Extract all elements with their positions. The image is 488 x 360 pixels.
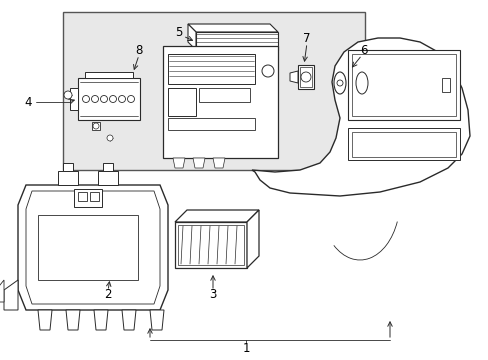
Circle shape: [107, 135, 113, 141]
Text: 2: 2: [104, 288, 112, 302]
Polygon shape: [98, 171, 118, 185]
Text: 7: 7: [303, 31, 310, 45]
Polygon shape: [175, 222, 246, 268]
Circle shape: [262, 65, 273, 77]
Polygon shape: [4, 280, 18, 310]
Bar: [168, 118, 254, 130]
Polygon shape: [187, 24, 196, 50]
Circle shape: [93, 123, 99, 129]
Polygon shape: [173, 158, 184, 168]
Bar: [38, 215, 138, 280]
Bar: [441, 78, 449, 92]
Bar: [74, 189, 102, 207]
Polygon shape: [66, 310, 80, 330]
Polygon shape: [0, 280, 4, 302]
Polygon shape: [122, 310, 136, 330]
Polygon shape: [347, 128, 459, 160]
Polygon shape: [289, 71, 297, 83]
Polygon shape: [63, 163, 73, 171]
Bar: [78, 192, 87, 201]
Bar: [90, 192, 99, 201]
Text: 5: 5: [175, 27, 183, 40]
Polygon shape: [246, 210, 259, 268]
Polygon shape: [150, 310, 163, 330]
Polygon shape: [38, 310, 52, 330]
Ellipse shape: [333, 72, 346, 94]
Text: 1: 1: [242, 342, 249, 355]
Text: 3: 3: [209, 288, 216, 302]
Polygon shape: [297, 65, 313, 89]
Ellipse shape: [355, 72, 367, 94]
Polygon shape: [70, 88, 78, 110]
Circle shape: [64, 91, 72, 99]
Bar: [199, 88, 249, 102]
Polygon shape: [18, 185, 168, 310]
Text: 4: 4: [24, 95, 32, 108]
Polygon shape: [103, 163, 113, 171]
Bar: [63, 12, 364, 170]
Polygon shape: [58, 171, 78, 185]
Polygon shape: [347, 50, 459, 120]
Polygon shape: [85, 72, 133, 78]
Polygon shape: [175, 210, 259, 222]
Bar: [168, 88, 196, 116]
Polygon shape: [187, 24, 278, 32]
Text: 8: 8: [135, 44, 142, 57]
Polygon shape: [92, 122, 100, 130]
Polygon shape: [196, 32, 278, 50]
Polygon shape: [78, 78, 140, 120]
Polygon shape: [213, 158, 224, 168]
Polygon shape: [251, 38, 469, 196]
Bar: [168, 54, 254, 84]
Polygon shape: [94, 310, 108, 330]
Bar: [339, 72, 361, 94]
Text: 6: 6: [360, 44, 367, 57]
Polygon shape: [163, 46, 278, 158]
Polygon shape: [193, 158, 204, 168]
Circle shape: [301, 72, 310, 82]
